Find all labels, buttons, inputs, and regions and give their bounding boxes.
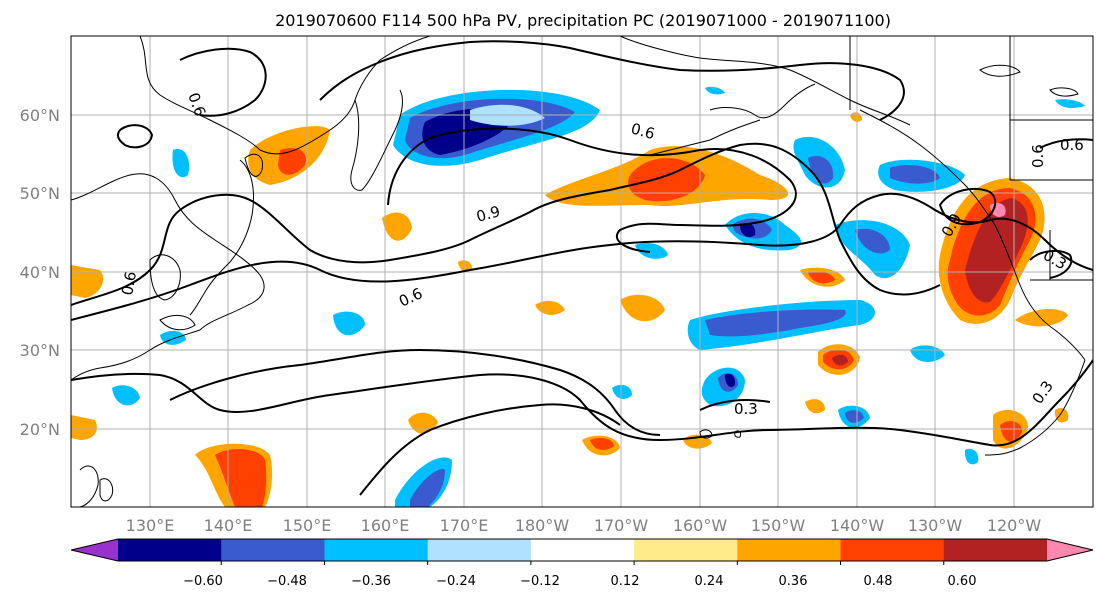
lon-tick-label: 120°W (987, 516, 1042, 535)
lat-tick-label: 50°N (20, 184, 60, 203)
lat-tick-label: 20°N (20, 420, 60, 439)
colorbar-tick-label: 0.60 (948, 574, 977, 589)
colorbar-segment (118, 539, 222, 561)
colorbar-extend-min (71, 539, 118, 561)
colorbar-tick-label: −0.24 (436, 574, 476, 589)
lat-axis: 60°N 50°N 40°N 30°N 20°N (20, 106, 60, 439)
lon-tick-label: 140°E (204, 516, 253, 535)
colorbar-tick-label: 0.24 (695, 574, 724, 589)
lat-tick-label: 30°N (20, 341, 60, 360)
contour-label: 0.6 (629, 119, 657, 143)
colorbar-segment (943, 539, 1048, 561)
coastlines (71, 36, 1093, 507)
lon-axis: 130°E 140°E 150°E 160°E 170°E 180°W 170°… (126, 516, 1042, 535)
lon-tick-label: 180°W (515, 516, 570, 535)
colorbar-extend-max (1047, 539, 1093, 561)
colorbar-tick-label: 0.12 (611, 574, 640, 589)
colorbar-segment (530, 539, 635, 561)
contour-label: 0.6 (1060, 136, 1084, 154)
lon-tick-label: 170°W (594, 516, 649, 535)
colorbar-tick-label: −0.48 (267, 574, 307, 589)
colorbar-segment (840, 539, 945, 561)
graticule (71, 36, 1093, 507)
colorbar-segment (221, 539, 325, 561)
lon-tick-label: 150°W (751, 516, 806, 535)
colorbar-tick-label: −0.36 (351, 574, 391, 589)
colorbar-segment (427, 539, 532, 561)
colorbar-tick-label: 0.48 (864, 574, 893, 589)
lat-tick-label: 60°N (20, 106, 60, 125)
lon-tick-label: 140°W (830, 516, 885, 535)
lon-tick-label: 150°E (283, 516, 332, 535)
lat-tick-label: 40°N (20, 263, 60, 282)
colorbar-tick-labels: −0.60 −0.48 −0.36 −0.24 −0.12 0.12 0.24 … (183, 574, 976, 589)
lon-tick-label: 160°W (673, 516, 728, 535)
lon-tick-label: 130°W (908, 516, 963, 535)
figure-title: 2019070600 F114 500 hPa PV, precipitatio… (275, 11, 891, 30)
pv-contours (71, 40, 1093, 496)
colorbar-segment (634, 539, 738, 561)
lon-tick-label: 130°E (126, 516, 175, 535)
contour-label: 0.6 (118, 270, 140, 297)
colorbar-outline (70, 538, 1094, 562)
colorbar-segment (324, 539, 429, 561)
contour-label: 0.9 (474, 202, 502, 226)
colorbar-segment (737, 539, 842, 561)
colorbar-tick-label: −0.12 (520, 574, 560, 589)
colorbar-tick-label: 0.36 (779, 574, 808, 589)
map-panel: 0.6 0.6 0.9 0.6 0.6 0.9 0.3 0.3 0.3 0.6 … (70, 35, 1094, 508)
colorbar-tick-label: −0.60 (183, 574, 223, 589)
colorbar (70, 538, 1094, 565)
lon-tick-label: 160°E (361, 516, 410, 535)
contour-label: 0.6 (1029, 144, 1047, 168)
lon-tick-label: 170°E (440, 516, 489, 535)
contour-label: 0.3 (734, 400, 758, 418)
